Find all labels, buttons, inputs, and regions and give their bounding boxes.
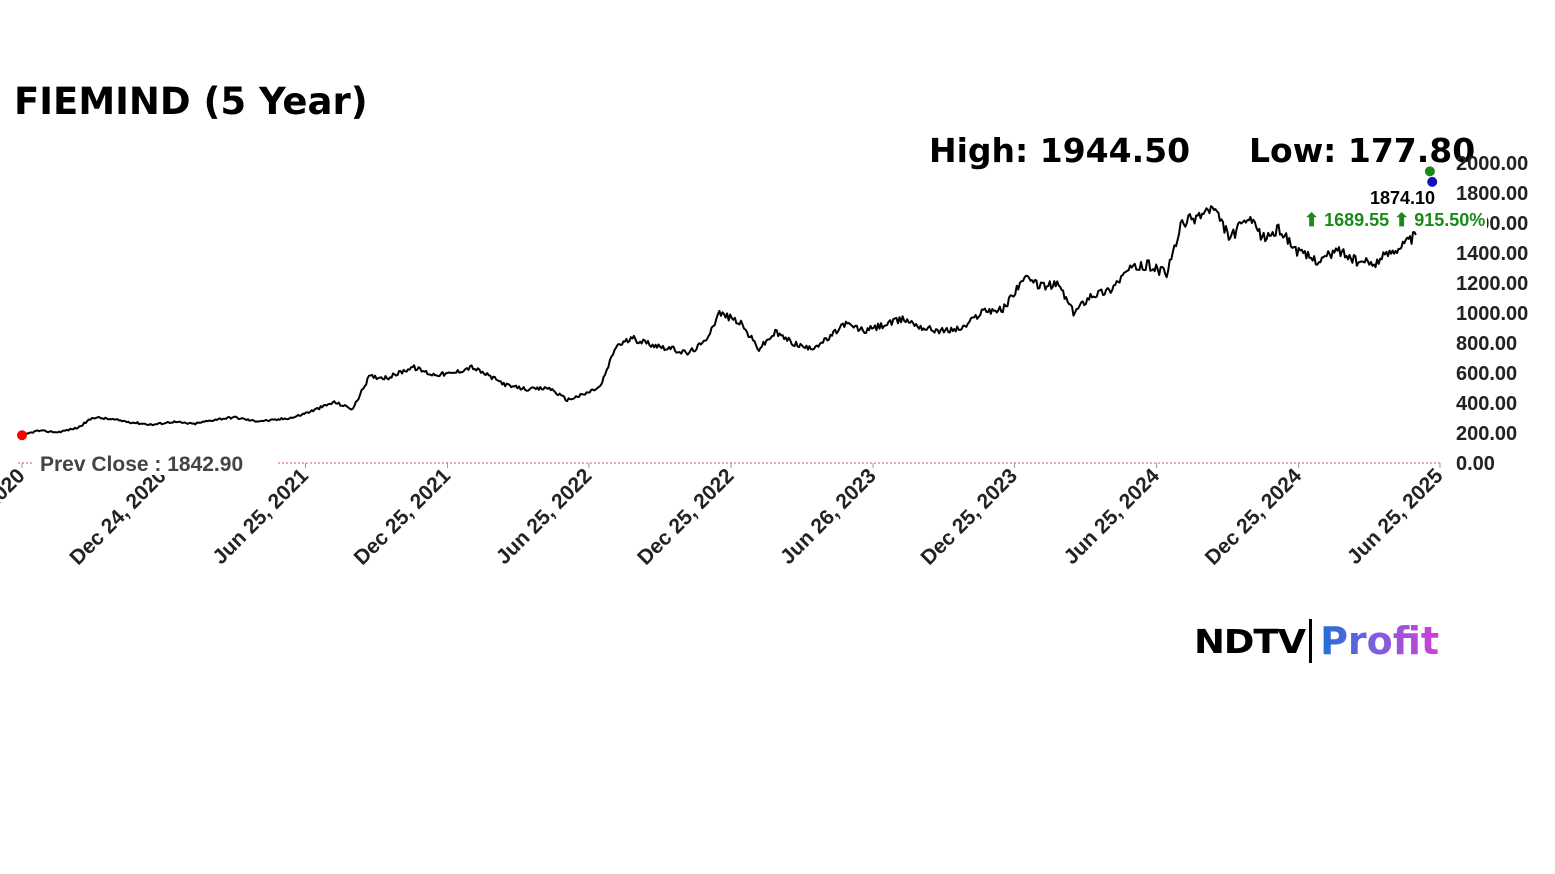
- y-tick-label: 1800.00: [1456, 183, 1528, 205]
- y-tick-label: 2000.00: [1456, 153, 1528, 175]
- last-price: 1874.10: [1370, 188, 1436, 208]
- price-series: [21, 205, 1417, 436]
- high-value: High: 1944.50: [929, 131, 1191, 170]
- start-marker: [17, 430, 27, 441]
- x-tick-label: Jun 26, 2023: [776, 464, 881, 569]
- y-tick-label: 400.00: [1456, 393, 1517, 415]
- price-change: ⬆ 1689.55 ⬆ 915.50%: [1304, 210, 1488, 231]
- y-tick-label: 1400.00: [1456, 243, 1528, 265]
- x-tick-label: Jun 25, 2024: [1059, 464, 1164, 569]
- y-tick-label: 200.00: [1456, 423, 1517, 445]
- x-tick-label: Jun 25, 2021: [208, 464, 313, 569]
- chart-markers: [17, 166, 1438, 441]
- x-tick-label: Dec 25, 2024: [1201, 464, 1307, 570]
- prev-close-label: Prev Close : 1842.90: [40, 453, 243, 476]
- low-value: Low: 177.80: [1249, 131, 1476, 170]
- logo-profit: Profit: [1320, 619, 1440, 663]
- x-tick-label: Dec 25, 2021: [350, 464, 456, 570]
- y-tick-label: 600.00: [1456, 363, 1517, 385]
- x-tick-label: Jun 25, 2025: [1343, 464, 1448, 569]
- x-tick-label: Dec 25, 2023: [917, 464, 1022, 569]
- y-tick-label: 800.00: [1456, 333, 1517, 355]
- last-marker: [1427, 176, 1438, 187]
- high-marker: [1424, 166, 1435, 177]
- y-tick-label: 1000.00: [1456, 303, 1528, 325]
- y-tick-label: 1200.00: [1456, 273, 1528, 295]
- y-axis: 0.00 200.00 400.00 600.00 800.00 1000.00 1200.…: [1456, 153, 1528, 475]
- chart-title: FIEMIND (5 Year): [14, 80, 368, 123]
- ndtv-profit-logo: NDTV Profit: [1194, 616, 1439, 666]
- x-tick-label: Dec 24, 2020: [65, 464, 170, 569]
- x-tick-label: Jun 25, 2020: [0, 464, 30, 569]
- x-tick-label: Jun 25, 2022: [492, 464, 597, 569]
- x-tick-label: Dec 25, 2022: [633, 464, 738, 569]
- price-line: [21, 205, 1417, 436]
- logo-divider: [1309, 619, 1313, 663]
- x-axis: Jun 25, 2020 Dec 24, 2020 Jun 25, 2021 Dec …: [0, 463, 1448, 570]
- logo-ndtv: NDTV: [1194, 621, 1306, 661]
- y-tick-label: 0.00: [1456, 453, 1495, 475]
- prev-close-label-bg: [34, 451, 278, 475]
